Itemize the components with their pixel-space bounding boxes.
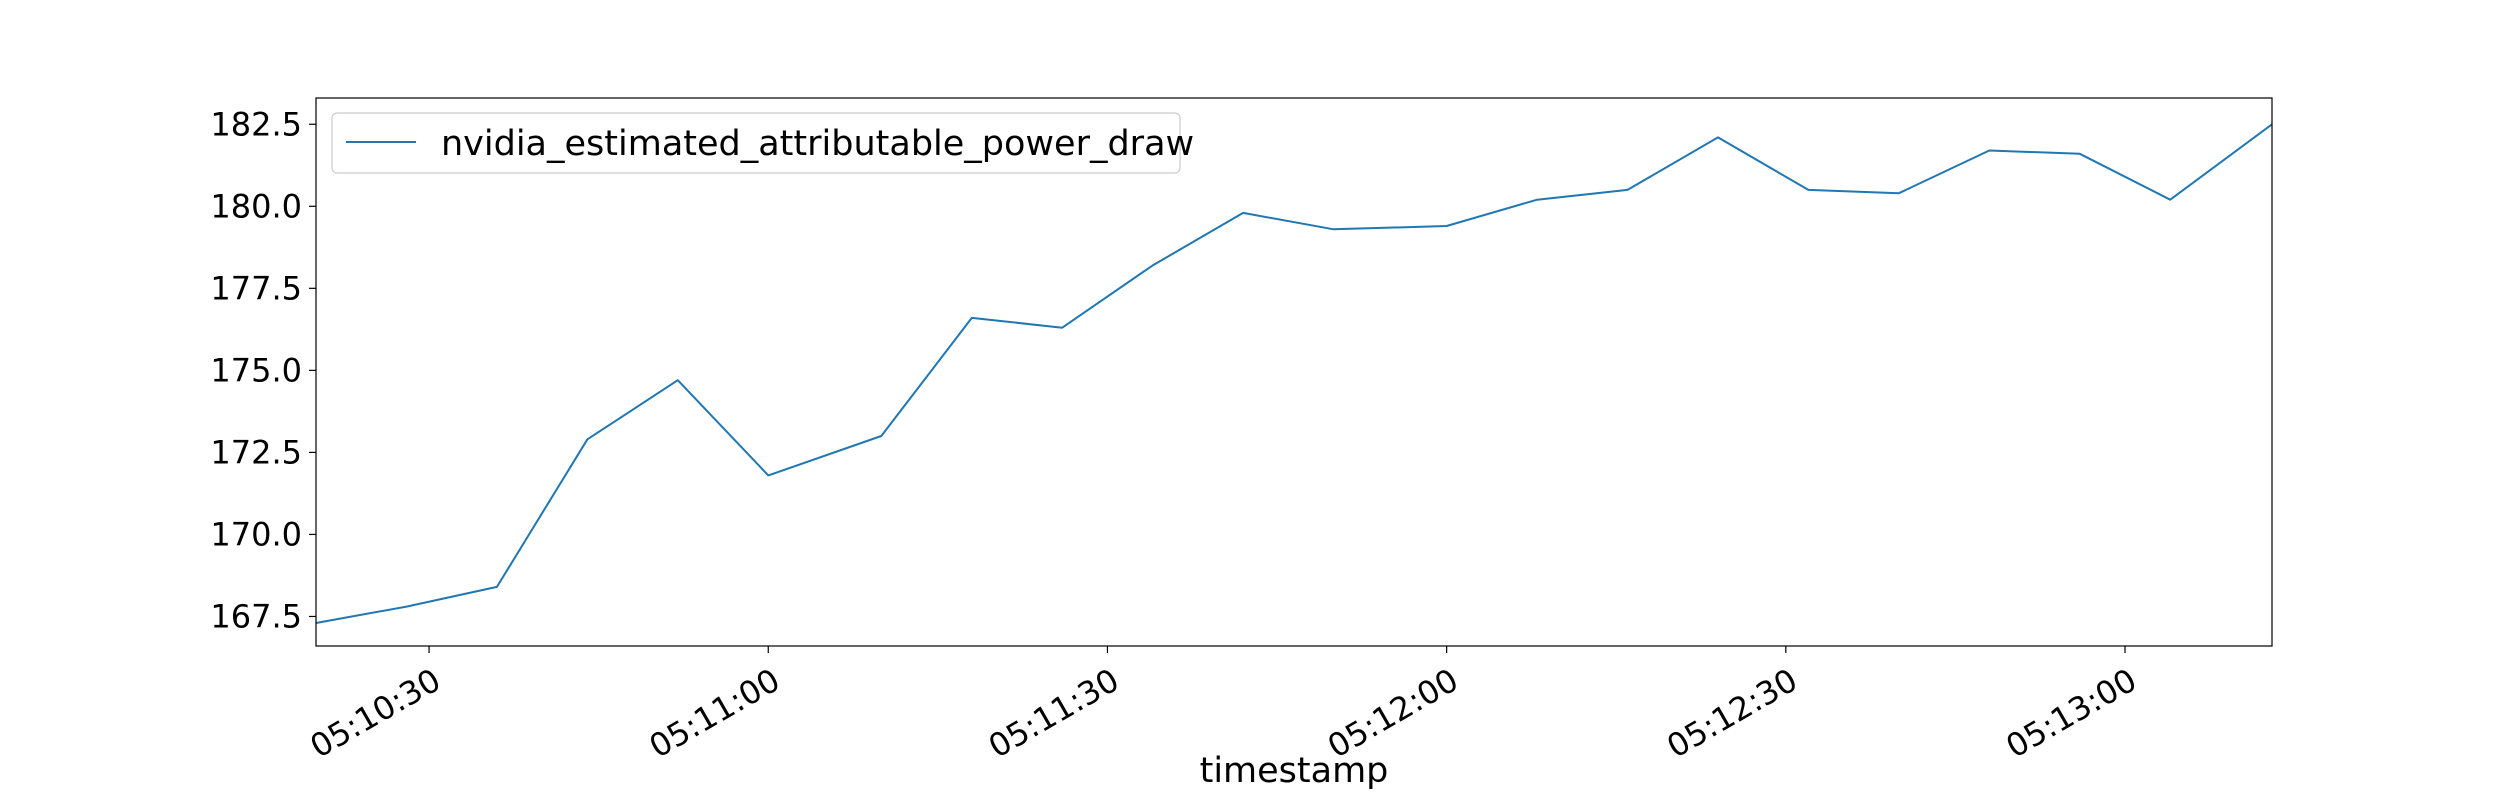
x-tick-label: 05:10:30 <box>304 661 447 766</box>
y-axis: 167.5 170.0 172.5 175.0 177.5 180.0 182.5 <box>210 105 316 635</box>
x-tick-label: 05:11:00 <box>643 661 786 766</box>
y-tick-label: 170.0 <box>210 515 302 553</box>
plot-frame <box>315 97 2273 647</box>
y-tick-label: 175.0 <box>210 351 302 389</box>
x-tick-label: 05:12:00 <box>1321 661 1464 766</box>
legend: nvidia_estimated_attributable_power_draw <box>331 112 1194 174</box>
legend-label: nvidia_estimated_attributable_power_draw <box>441 124 1194 164</box>
series-layer <box>315 123 2273 624</box>
y-tick-label: 182.5 <box>210 105 302 143</box>
y-tick-label: 180.0 <box>210 187 302 225</box>
x-tick-label: 05:12:30 <box>1660 661 1803 766</box>
x-axis: 05:10:30 05:11:00 05:11:30 05:12:00 05:12:30… <box>304 646 2143 766</box>
y-tick-label: 167.5 <box>210 597 302 635</box>
y-tick-label: 177.5 <box>210 269 302 307</box>
x-tick-label: 05:13:00 <box>2000 661 2143 766</box>
x-tick-label: 05:11:30 <box>982 661 1125 766</box>
series-line-0 <box>315 123 2273 624</box>
y-tick-label: 172.5 <box>210 433 302 471</box>
legend-box <box>331 112 1181 174</box>
x-axis-title: timestamp <box>1200 751 1389 791</box>
